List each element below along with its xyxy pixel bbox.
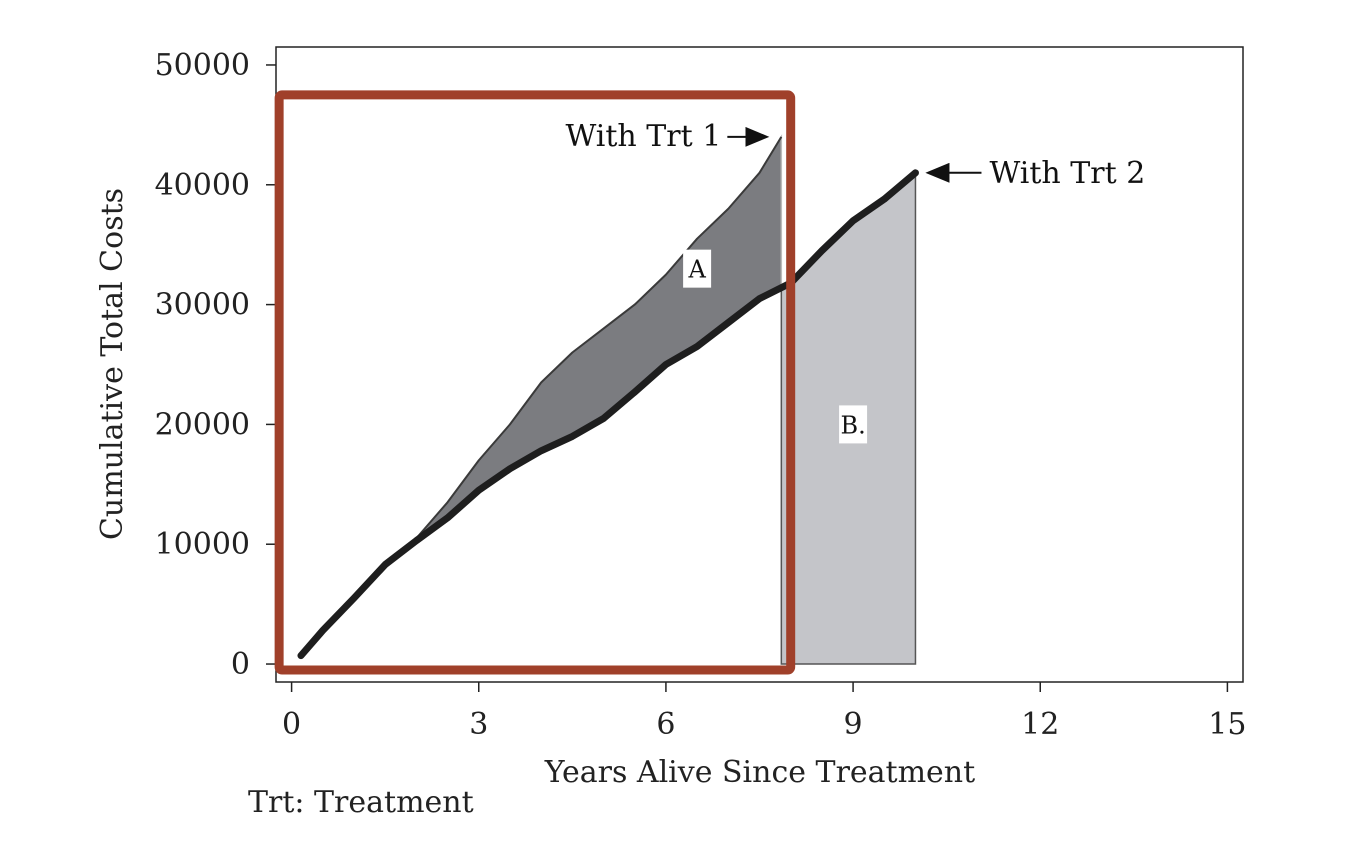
highlight-layer	[274, 90, 796, 675]
x-tick-label: 12	[1021, 707, 1059, 742]
annotation-trt-1: With Trt 1	[565, 119, 721, 154]
regions-layer	[300, 134, 917, 665]
plot-frame	[275, 46, 1244, 683]
region-label-a: A	[687, 256, 706, 284]
highlight-box	[274, 90, 796, 675]
series-line-trt-2	[297, 169, 919, 660]
footnote: Trt: Treatment	[248, 785, 474, 820]
annotations-layer: A B. With Trt 1 With Trt 2	[565, 119, 1145, 444]
labels-layer: 0 3 6 9 12 15 0 10000 20000 30000 40000 50000	[155, 48, 1247, 742]
x-tick-label: 3	[469, 707, 488, 742]
x-axis-title: Years Alive Since Treatment	[544, 755, 975, 790]
x-tick-label: 15	[1208, 707, 1246, 742]
y-tick-label: 20000	[155, 407, 250, 442]
y-tick-label: 50000	[155, 48, 250, 83]
x-tick-label: 9	[844, 707, 863, 742]
y-tick-label: 0	[231, 647, 250, 682]
y-tick-label: 10000	[155, 527, 250, 562]
y-axis-title: Cumulative Total Costs	[95, 188, 130, 540]
region-label-bg	[683, 249, 712, 288]
region-label-bg	[839, 405, 868, 444]
y-tick-label: 40000	[155, 168, 250, 203]
region-label-b: B.	[840, 411, 865, 439]
y-tick-label: 30000	[155, 288, 250, 323]
x-tick-label: 6	[656, 707, 675, 742]
x-tick-label: 0	[282, 707, 301, 742]
axes-layer	[266, 46, 1244, 692]
annotation-trt-2: With Trt 2	[989, 156, 1145, 191]
lines-layer	[297, 136, 919, 660]
